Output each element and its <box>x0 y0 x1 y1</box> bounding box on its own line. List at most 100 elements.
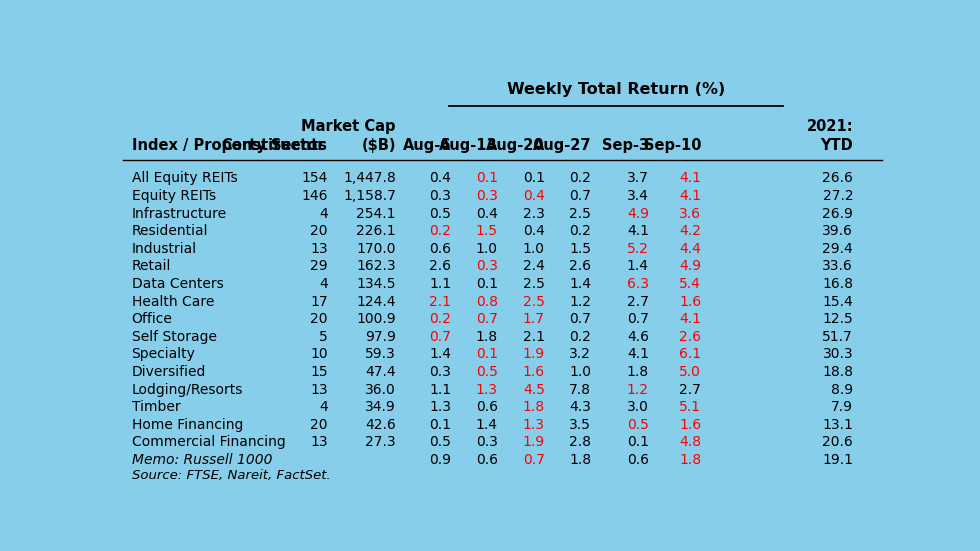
Text: 0.2: 0.2 <box>569 330 591 344</box>
Text: 0.2: 0.2 <box>569 224 591 238</box>
Text: 19.1: 19.1 <box>822 453 854 467</box>
Text: 2.5: 2.5 <box>569 207 591 220</box>
Text: 2.1: 2.1 <box>429 295 452 309</box>
Text: 0.7: 0.7 <box>523 453 545 467</box>
Text: 4.5: 4.5 <box>523 382 545 397</box>
Text: Aug-27: Aug-27 <box>532 138 591 153</box>
Text: 6.1: 6.1 <box>679 348 702 361</box>
Text: Diversified: Diversified <box>131 365 206 379</box>
Text: Self Storage: Self Storage <box>131 330 217 344</box>
Text: 0.3: 0.3 <box>429 365 452 379</box>
Text: 3.4: 3.4 <box>627 189 649 203</box>
Text: 16.8: 16.8 <box>822 277 854 291</box>
Text: 4.6: 4.6 <box>627 330 649 344</box>
Text: 27.2: 27.2 <box>822 189 854 203</box>
Text: 3.7: 3.7 <box>627 171 649 185</box>
Text: 170.0: 170.0 <box>357 242 396 256</box>
Text: Constituents: Constituents <box>221 138 327 153</box>
Text: 4.3: 4.3 <box>569 400 591 414</box>
Text: 0.2: 0.2 <box>429 312 452 326</box>
Text: 8.9: 8.9 <box>831 382 854 397</box>
Text: 0.3: 0.3 <box>476 435 498 450</box>
Text: 1.8: 1.8 <box>569 453 591 467</box>
Text: 20.6: 20.6 <box>822 435 854 450</box>
Text: 2.8: 2.8 <box>569 435 591 450</box>
Text: 4: 4 <box>318 277 327 291</box>
Text: 0.2: 0.2 <box>569 171 591 185</box>
Text: 13.1: 13.1 <box>822 418 854 432</box>
Text: 2.7: 2.7 <box>627 295 649 309</box>
Text: 4.1: 4.1 <box>627 224 649 238</box>
Text: 13: 13 <box>310 435 327 450</box>
Text: 20: 20 <box>310 418 327 432</box>
Text: 1.2: 1.2 <box>569 295 591 309</box>
Text: Industrial: Industrial <box>131 242 197 256</box>
Text: Equity REITs: Equity REITs <box>131 189 216 203</box>
Text: 0.7: 0.7 <box>627 312 649 326</box>
Text: 26.9: 26.9 <box>822 207 854 220</box>
Text: Residential: Residential <box>131 224 208 238</box>
Text: 146: 146 <box>301 189 327 203</box>
Text: 0.5: 0.5 <box>627 418 649 432</box>
Text: 2.3: 2.3 <box>523 207 545 220</box>
Text: Aug-13: Aug-13 <box>439 138 498 153</box>
Text: 0.1: 0.1 <box>429 418 452 432</box>
Text: 0.7: 0.7 <box>569 312 591 326</box>
Text: 1.3: 1.3 <box>522 418 545 432</box>
Text: 0.1: 0.1 <box>475 277 498 291</box>
Text: Aug-20: Aug-20 <box>486 138 545 153</box>
Text: 2.5: 2.5 <box>523 277 545 291</box>
Text: 29: 29 <box>310 260 327 273</box>
Text: 0.7: 0.7 <box>476 312 498 326</box>
Text: 1.4: 1.4 <box>569 277 591 291</box>
Text: 4.1: 4.1 <box>679 189 702 203</box>
Text: 20: 20 <box>310 312 327 326</box>
Text: 154: 154 <box>301 171 327 185</box>
Text: 162.3: 162.3 <box>357 260 396 273</box>
Text: 27.3: 27.3 <box>366 435 396 450</box>
Text: Home Financing: Home Financing <box>131 418 243 432</box>
Text: 1.9: 1.9 <box>522 348 545 361</box>
Text: 0.7: 0.7 <box>429 330 452 344</box>
Text: 97.9: 97.9 <box>365 330 396 344</box>
Text: 3.5: 3.5 <box>569 418 591 432</box>
Text: 4.9: 4.9 <box>627 207 649 220</box>
Text: 0.6: 0.6 <box>627 453 649 467</box>
Text: Source: FTSE, Nareit, FactSet.: Source: FTSE, Nareit, FactSet. <box>131 469 330 482</box>
Text: 3.2: 3.2 <box>569 348 591 361</box>
Text: 30.3: 30.3 <box>822 348 854 361</box>
Text: 1.4: 1.4 <box>627 260 649 273</box>
Text: 1.5: 1.5 <box>475 224 498 238</box>
Text: 1.6: 1.6 <box>679 295 702 309</box>
Text: 47.4: 47.4 <box>366 365 396 379</box>
Text: 2.6: 2.6 <box>569 260 591 273</box>
Text: 1.8: 1.8 <box>475 330 498 344</box>
Text: 39.6: 39.6 <box>822 224 854 238</box>
Text: Lodging/Resorts: Lodging/Resorts <box>131 382 243 397</box>
Text: Data Centers: Data Centers <box>131 277 223 291</box>
Text: Timber: Timber <box>131 400 180 414</box>
Text: 4.4: 4.4 <box>679 242 702 256</box>
Text: Sep-10: Sep-10 <box>644 138 702 153</box>
Text: 1.4: 1.4 <box>475 418 498 432</box>
Text: ($B): ($B) <box>362 138 396 153</box>
Text: 3.6: 3.6 <box>679 207 702 220</box>
Text: 0.2: 0.2 <box>429 224 452 238</box>
Text: 0.6: 0.6 <box>429 242 452 256</box>
Text: 124.4: 124.4 <box>357 295 396 309</box>
Text: 5.4: 5.4 <box>679 277 702 291</box>
Text: 4: 4 <box>318 207 327 220</box>
Text: 1.7: 1.7 <box>522 312 545 326</box>
Text: 0.4: 0.4 <box>523 224 545 238</box>
Text: 1.5: 1.5 <box>569 242 591 256</box>
Text: 5: 5 <box>318 330 327 344</box>
Text: 1.1: 1.1 <box>429 382 452 397</box>
Text: 4.9: 4.9 <box>679 260 702 273</box>
Text: 20: 20 <box>310 224 327 238</box>
Text: 59.3: 59.3 <box>366 348 396 361</box>
Text: 0.4: 0.4 <box>476 207 498 220</box>
Text: 13: 13 <box>310 382 327 397</box>
Text: YTD: YTD <box>820 138 854 153</box>
Text: 7.9: 7.9 <box>831 400 854 414</box>
Text: 5.1: 5.1 <box>679 400 702 414</box>
